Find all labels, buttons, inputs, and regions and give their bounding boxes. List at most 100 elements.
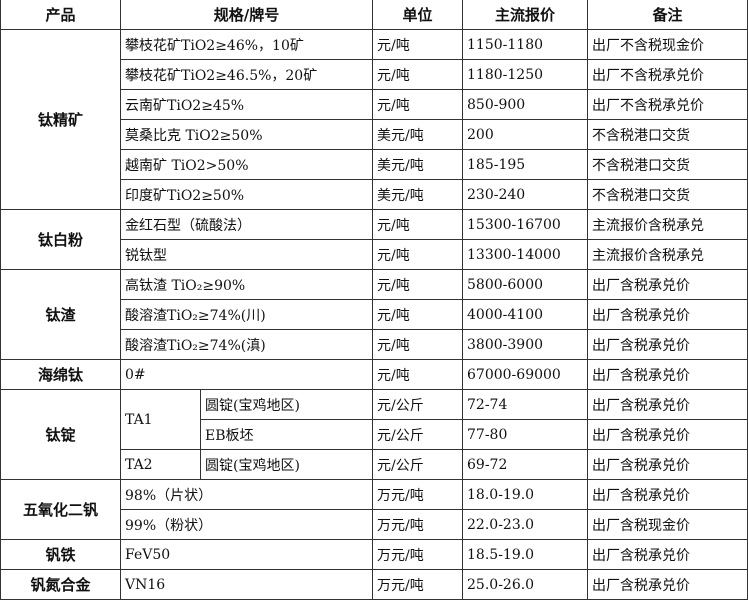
note-cell: 主流报价含税承兑 <box>587 209 748 240</box>
unit-cell: 元/吨 <box>372 89 464 120</box>
spec-cell: 攀枝花矿TiO2≥46.5%，20矿 <box>119 59 374 90</box>
unit-cell: 元/吨 <box>372 329 464 360</box>
table-row: 钛精矿 攀枝花矿TiO2≥46%，10矿 元/吨 1150-1180 出厂不含税现金价 <box>0 29 748 210</box>
spec-cell: 高钛渣 TiO₂≥90% <box>119 269 374 300</box>
price-cell: 18.0-19.0 <box>462 479 589 510</box>
note-cell: 出厂含税承兑价 <box>587 569 748 600</box>
spec-cell: 攀枝花矿TiO2≥46%，10矿 <box>119 29 374 60</box>
spec-cell: 圆锭(宝鸡地区) <box>199 449 374 480</box>
table-row: 云南矿TiO2≥45% 元/吨 850-900 出厂不含税承兑价 <box>1 89 748 120</box>
grade-cell: TA2 <box>120 449 201 480</box>
note-cell: 不含税港口交货 <box>587 179 748 210</box>
spec-cell: 金红石型（硫酸法） <box>119 209 374 240</box>
spec-cell: 越南矿 TiO2>50% <box>119 149 374 180</box>
unit-cell: 元/公斤 <box>372 419 464 450</box>
header-unit: 单位 <box>372 0 464 30</box>
product-cell: 海绵钛 <box>0 359 121 390</box>
note-cell: 出厂含税承兑价 <box>587 269 748 300</box>
unit-cell: 元/吨 <box>372 359 464 390</box>
table-row: 钒氮合金 VN16 万元/吨 25.0-26.0 出厂含税承兑价 <box>0 569 748 600</box>
price-cell: 15300-16700 <box>462 209 589 240</box>
price-cell: 72-74 <box>462 389 589 420</box>
unit-cell: 元/吨 <box>372 239 464 270</box>
price-cell: 67000-69000 <box>462 359 589 390</box>
table-row: 99%（粉状） 万元/吨 22.0-23.0 出厂含税现金价 <box>1 509 748 540</box>
unit-cell: 元/吨 <box>372 299 464 330</box>
spec-cell: 云南矿TiO2≥45% <box>119 89 374 120</box>
product-cell: 钒氮合金 <box>0 569 121 600</box>
spec-cell: 酸溶渣TiO₂≥74%(滇) <box>119 329 374 360</box>
note-cell: 出厂含税承兑价 <box>587 479 748 510</box>
price-cell: 69-72 <box>462 449 589 480</box>
table-row: 攀枝花矿TiO2≥46.5%，20矿 元/吨 1180-1250 出厂不含税承兑价 <box>1 59 748 90</box>
table-body: 钛精矿 攀枝花矿TiO2≥46%，10矿 元/吨 1150-1180 出厂不含税现金价攀… <box>0 29 748 600</box>
spec-cell: 圆锭(宝鸡地区) <box>199 389 374 420</box>
unit-cell: 万元/吨 <box>372 509 464 540</box>
table-row: 钛渣 高钛渣 TiO₂≥90% 元/吨 5800-6000 出厂含税承兑价 <box>0 269 748 360</box>
table-row: 酸溶渣TiO₂≥74%(滇) 元/吨 3800-3900 出厂含税承兑价 <box>1 329 748 360</box>
note-cell: 出厂含税承兑价 <box>587 419 748 450</box>
unit-cell: 元/吨 <box>372 59 464 90</box>
note-cell: 不含税港口交货 <box>587 149 748 180</box>
table-row: 锐钛型 元/吨 13300-14000 主流报价含税承兑 <box>1 239 748 270</box>
grade-cell: TA1 <box>120 389 201 450</box>
note-cell: 出厂不含税现金价 <box>587 29 748 60</box>
product-cell: 钛精矿 <box>0 29 121 210</box>
unit-cell: 美元/吨 <box>372 149 464 180</box>
note-cell: 出厂含税现金价 <box>587 509 748 540</box>
table-row: 越南矿 TiO2>50% 美元/吨 185-195 不含税港口交货 <box>1 149 748 180</box>
unit-cell: 美元/吨 <box>372 119 464 150</box>
price-cell: 4000-4100 <box>462 299 589 330</box>
note-cell: 主流报价含税承兑 <box>587 239 748 270</box>
unit-cell: 元/吨 <box>372 209 464 240</box>
table-row: 钛锭 TA1 圆锭(宝鸡地区) 元/公斤 72-74 出厂含税承兑价 <box>0 389 748 480</box>
table-row: 钛白粉 金红石型（硫酸法） 元/吨 15300-16700 主流报价含税承兑 <box>0 209 748 270</box>
unit-cell: 元/吨 <box>372 29 464 60</box>
price-cell: 25.0-26.0 <box>462 569 589 600</box>
note-cell: 出厂含税承兑价 <box>587 329 748 360</box>
product-cell: 钛锭 <box>0 389 121 480</box>
price-cell: 5800-6000 <box>462 269 589 300</box>
price-cell: 18.5-19.0 <box>462 539 589 570</box>
price-cell: 3800-3900 <box>462 329 589 360</box>
product-cell: 五氧化二钒 <box>0 479 121 540</box>
unit-cell: 万元/吨 <box>372 539 464 570</box>
table-row: 酸溶渣TiO₂≥74%(川) 元/吨 4000-4100 出厂含税承兑价 <box>1 299 748 330</box>
product-cell: 钒铁 <box>0 539 121 570</box>
price-cell: 185-195 <box>462 149 589 180</box>
note-cell: 出厂含税承兑价 <box>587 299 748 330</box>
note-cell: 出厂含税承兑价 <box>587 389 748 420</box>
spec-cell: FeV50 <box>119 539 374 570</box>
header-price: 主流报价 <box>462 0 589 30</box>
spec-cell: 99%（粉状） <box>119 509 374 540</box>
header-product: 产品 <box>0 0 121 30</box>
price-cell: 22.0-23.0 <box>462 509 589 540</box>
table-row: 海绵钛 0# 元/吨 67000-69000 出厂含税承兑价 <box>0 359 748 390</box>
product-cell: 钛渣 <box>0 269 121 360</box>
spec-cell: EB板坯 <box>199 419 374 450</box>
spec-cell: 印度矿TiO2≥50% <box>119 179 374 210</box>
spec-cell: 酸溶渣TiO₂≥74%(川) <box>119 299 374 330</box>
unit-cell: 元/公斤 <box>372 389 464 420</box>
note-cell: 出厂不含税承兑价 <box>587 89 748 120</box>
unit-cell: 万元/吨 <box>372 479 464 510</box>
price-cell: 200 <box>462 119 589 150</box>
header-row: 产品 规格/牌号 单位 主流报价 备注 <box>0 0 748 30</box>
table-row: 印度矿TiO2≥50% 美元/吨 230-240 不含税港口交货 <box>1 179 748 210</box>
spec-cell: 98%（片状） <box>119 479 374 510</box>
spec-cell: 莫桑比克 TiO2≥50% <box>119 119 374 150</box>
product-cell: 钛白粉 <box>0 209 121 270</box>
note-cell: 出厂含税承兑价 <box>587 539 748 570</box>
price-cell: 230-240 <box>462 179 589 210</box>
unit-cell: 万元/吨 <box>372 569 464 600</box>
spec-cell: 0# <box>119 359 374 390</box>
unit-cell: 元/吨 <box>372 269 464 300</box>
note-cell: 出厂含税承兑价 <box>587 449 748 480</box>
note-cell: 出厂不含税承兑价 <box>587 59 748 90</box>
note-cell: 出厂含税承兑价 <box>587 359 748 390</box>
spec-cell: VN16 <box>119 569 374 600</box>
table-row: 钒铁 FeV50 万元/吨 18.5-19.0 出厂含税承兑价 <box>0 539 748 570</box>
note-cell: 不含税港口交货 <box>587 119 748 150</box>
price-cell: 1180-1250 <box>462 59 589 90</box>
